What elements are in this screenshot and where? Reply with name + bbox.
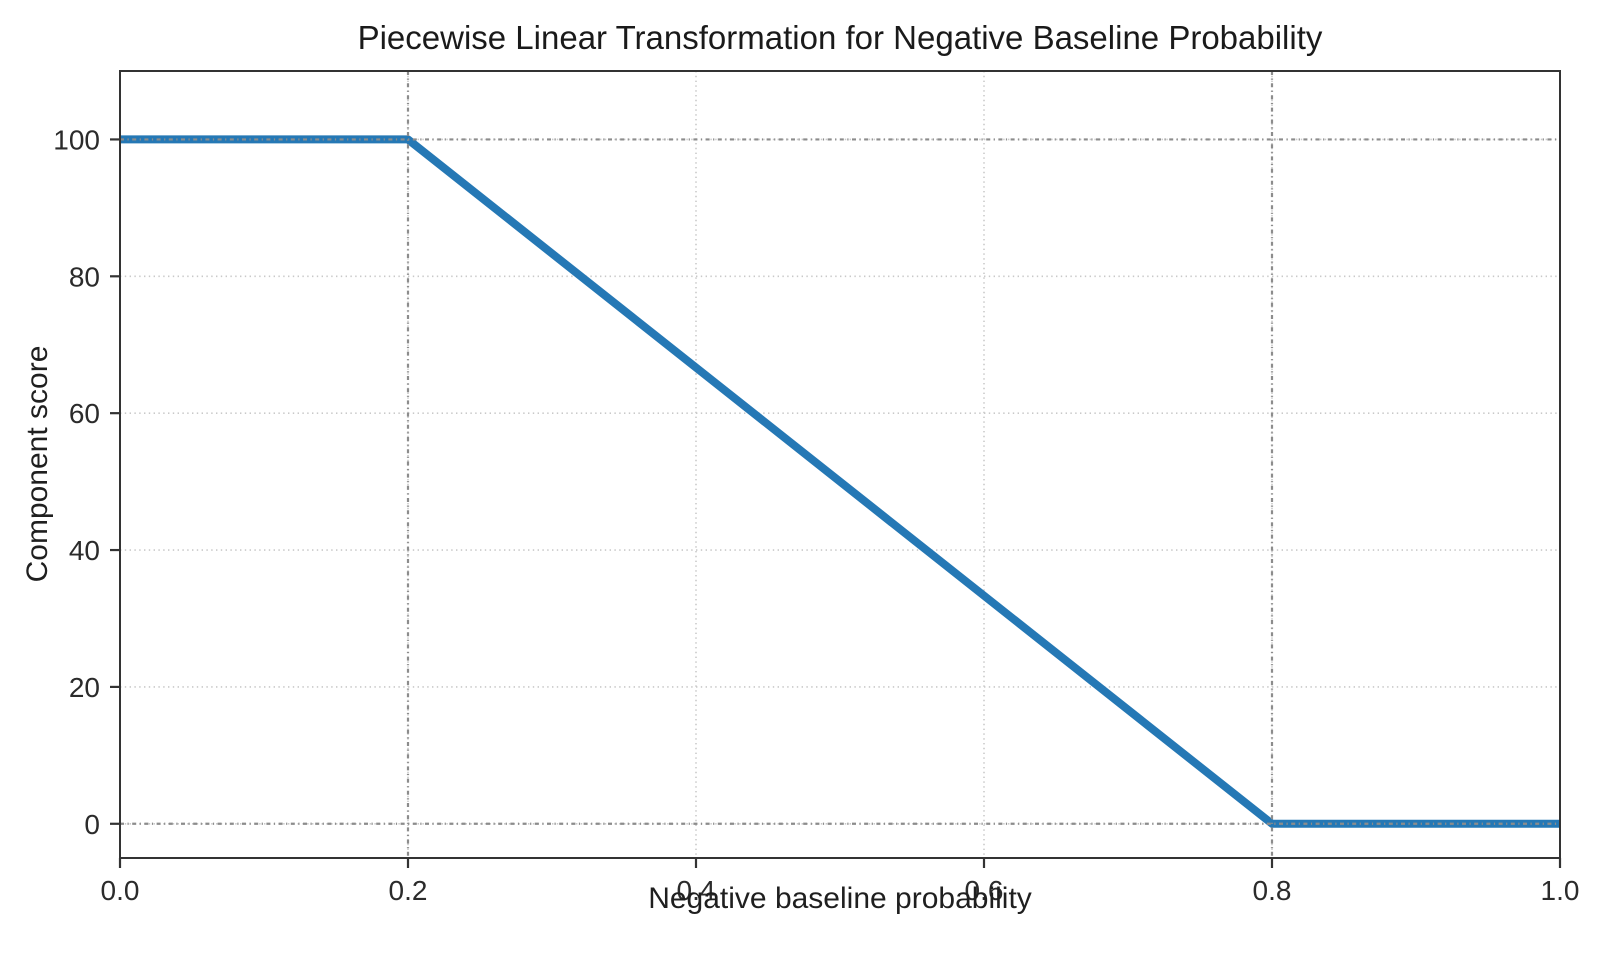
y-tick-label: 0 xyxy=(84,809,100,840)
x-tick-label: 0.2 xyxy=(389,875,428,906)
y-tick-label: 100 xyxy=(53,124,100,155)
y-tick-label: 40 xyxy=(69,535,100,566)
data-line-component-score-curve xyxy=(120,135,1560,828)
chart-title: Piecewise Linear Transformation for Nega… xyxy=(357,19,1323,56)
y-axis-label: Component score xyxy=(21,345,54,583)
x-tick-label: 0.8 xyxy=(1253,875,1292,906)
y-tick-label: 60 xyxy=(69,398,100,429)
x-tick-label: 0.0 xyxy=(101,875,140,906)
axes-spines xyxy=(119,70,1561,859)
x-tick-label: 1.0 xyxy=(1541,875,1580,906)
x-tick-label: 0.4 xyxy=(677,875,716,906)
y-tick-label: 20 xyxy=(69,672,100,703)
y-tick-label: 80 xyxy=(69,261,100,292)
x-axis-label: Negative baseline probability xyxy=(648,882,1032,915)
x-tick-label: 0.6 xyxy=(965,875,1004,906)
